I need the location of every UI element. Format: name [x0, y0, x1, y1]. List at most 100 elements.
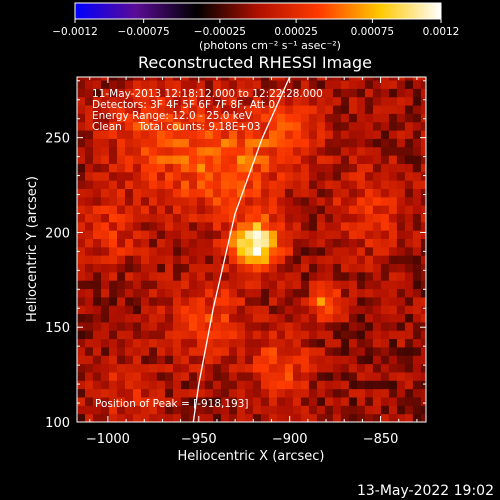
heatmap-cell: [404, 77, 414, 81]
heatmap-cell: [308, 396, 318, 406]
heatmap-cell: [180, 205, 190, 214]
heatmap-cell: [100, 280, 110, 290]
heatmap-cell: [252, 338, 262, 348]
heatmap-cell: [324, 121, 334, 131]
heatmap-cell: [148, 113, 158, 123]
heatmap-cell: [164, 313, 174, 323]
heatmap-cell: [84, 396, 94, 406]
heatmap-cell: [252, 296, 262, 306]
heatmap-cell: [164, 196, 174, 206]
heatmap-cell: [92, 205, 102, 214]
heatmap-cell: [220, 80, 230, 89]
heatmap-cell: [252, 77, 262, 81]
footer-date: 13-May-2022 19:02: [357, 483, 494, 499]
heatmap-cell: [324, 371, 334, 381]
heatmap-cell: [100, 138, 110, 148]
heatmap-cell: [252, 180, 262, 189]
heatmap-cell: [268, 305, 278, 315]
heatmap-cell: [236, 88, 246, 98]
heatmap-cell: [116, 221, 126, 231]
heatmap-cell: [132, 205, 142, 214]
heatmap-cell: [308, 113, 318, 123]
heatmap-cell: [292, 263, 302, 273]
heatmap-cell: [204, 380, 214, 390]
heatmap-cell: [172, 246, 182, 256]
heatmap-cell: [380, 355, 390, 365]
heatmap-cell: [364, 146, 374, 156]
heatmap-cell: [140, 205, 150, 214]
heatmap-cell: [340, 255, 350, 265]
heatmap-cell: [340, 380, 350, 390]
heatmap-cell: [212, 371, 222, 381]
heatmap-cell: [140, 321, 150, 331]
heatmap-cell: [100, 355, 110, 365]
heatmap-cell: [388, 313, 398, 323]
heatmap-cell: [124, 188, 134, 198]
heatmap-cell: [372, 155, 382, 164]
heatmap-cell: [300, 280, 310, 290]
heatmap-cell: [180, 371, 190, 381]
heatmap-cell: [372, 188, 382, 198]
heatmap-cell: [132, 196, 142, 206]
heatmap-cell: [84, 80, 94, 89]
heatmap-cell: [236, 188, 246, 198]
heatmap-cell: [316, 380, 326, 390]
heatmap-cell: [156, 413, 166, 422]
heatmap-cell: [172, 77, 182, 81]
heatmap-cell: [268, 171, 278, 181]
heatmap-cell: [412, 313, 422, 323]
heatmap-cell: [188, 146, 198, 156]
heatmap-cell: [108, 88, 118, 98]
heatmap-cell: [77, 96, 86, 106]
heatmap-cell: [412, 305, 422, 315]
heatmap-cell: [188, 371, 198, 381]
heatmap-cell: [372, 346, 382, 356]
heatmap-cell: [92, 163, 102, 173]
heatmap-cell: [396, 321, 406, 331]
heatmap-cell: [308, 213, 318, 223]
heatmap-cell: [276, 388, 286, 398]
heatmap-cell: [100, 288, 110, 298]
heatmap-cell: [412, 171, 422, 181]
heatmap-cell: [388, 230, 398, 240]
heatmap-cell: [236, 171, 246, 181]
heatmap-cell: [420, 77, 426, 81]
heatmap-cell: [188, 355, 198, 365]
heatmap-cell: [188, 363, 198, 373]
heatmap-cell: [164, 180, 174, 189]
heatmap-cell: [372, 213, 382, 223]
heatmap-cell: [284, 238, 294, 248]
heatmap-cell: [404, 188, 414, 198]
heatmap-cell: [188, 213, 198, 223]
heatmap-cell: [236, 288, 246, 298]
heatmap-cell: [356, 105, 366, 114]
heatmap-cell: [140, 363, 150, 373]
heatmap-cell: [77, 388, 86, 398]
heatmap-cell: [92, 230, 102, 240]
heatmap-cell: [252, 96, 262, 106]
heatmap-cell: [308, 338, 318, 348]
heatmap-cell: [244, 138, 254, 148]
heatmap-cell: [84, 138, 94, 148]
heatmap-cell: [77, 346, 86, 356]
heatmap-cell: [132, 371, 142, 381]
heatmap-cell: [212, 388, 222, 398]
heatmap-cell: [332, 355, 342, 365]
heatmap-cell: [108, 330, 118, 340]
heatmap-cell: [252, 113, 262, 123]
heatmap-cell: [316, 88, 326, 98]
heatmap-cell: [172, 163, 182, 173]
heatmap-cell: [292, 255, 302, 265]
heatmap-cell: [124, 238, 134, 248]
heatmap-cell: [220, 296, 230, 306]
heatmap-cell: [116, 338, 126, 348]
heatmap-cell: [420, 280, 426, 290]
heatmap-cell: [124, 263, 134, 273]
heatmap-cell: [388, 113, 398, 123]
heatmap-cell: [348, 330, 358, 340]
heatmap-cell: [412, 205, 422, 214]
heatmap-cell: [236, 296, 246, 306]
heatmap-cell: [412, 105, 422, 114]
heatmap-cell: [236, 313, 246, 323]
heatmap-cell: [252, 221, 262, 231]
